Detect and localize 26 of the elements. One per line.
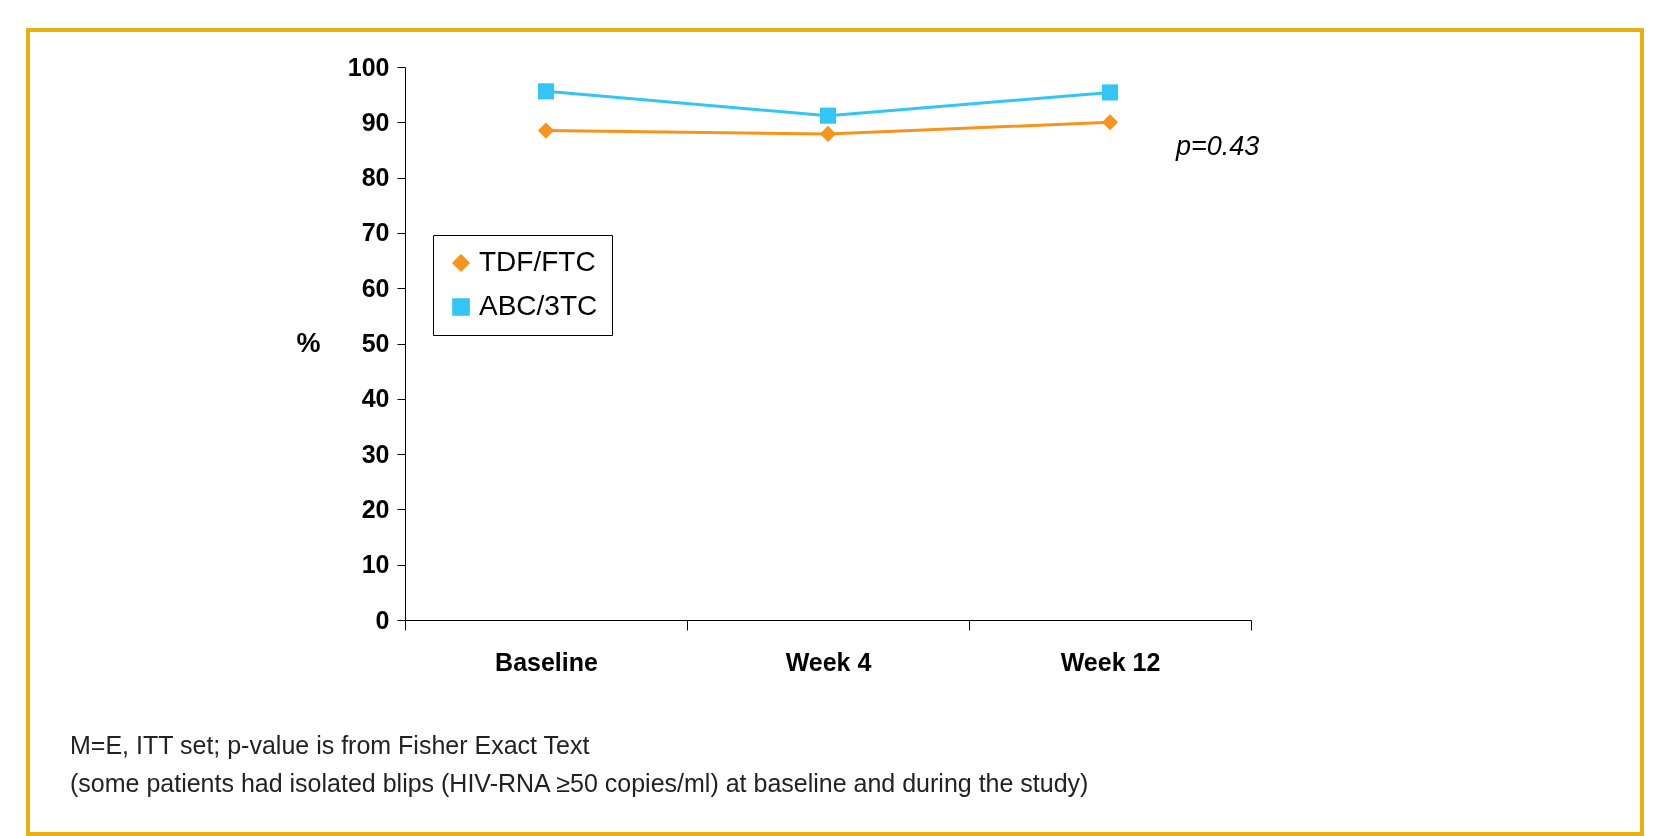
y-tick-label: 10 — [361, 550, 390, 579]
y-tick-label: 60 — [361, 273, 390, 302]
y-axis-title: % — [296, 328, 321, 358]
text: M=E, ITT set; p-value is from Fisher Exact Text — [70, 730, 591, 761]
y-tick-label: 100 — [347, 52, 390, 81]
point — [1101, 114, 1119, 131]
legend-label: TDF/FTC — [479, 246, 596, 277]
point — [819, 107, 837, 124]
text: (some patients had isolated blips (HIV-RNA ≥50 copies/ml) at baseline and during the study) — [70, 768, 1089, 799]
annotation: p=0.43 — [1175, 131, 1260, 161]
point — [819, 125, 837, 142]
y-tick-label: 90 — [361, 107, 390, 136]
y-tick-label: 80 — [361, 163, 390, 192]
y-tick-label: 0 — [375, 605, 390, 634]
y-tick-label: 40 — [361, 384, 390, 413]
x-tick-label: Week 4 — [785, 647, 872, 676]
point — [1101, 84, 1119, 101]
x-tick-label: Baseline — [495, 647, 599, 676]
point — [537, 83, 555, 100]
x-tick-label: Week 12 — [1060, 647, 1161, 676]
y-tick-label: 50 — [361, 329, 390, 357]
legend-label: ABC/3TC — [479, 290, 598, 321]
point — [537, 122, 555, 139]
y-tick-label: 20 — [361, 494, 390, 523]
y-tick-label: 30 — [361, 439, 390, 468]
y-tick-label: 70 — [361, 218, 390, 247]
